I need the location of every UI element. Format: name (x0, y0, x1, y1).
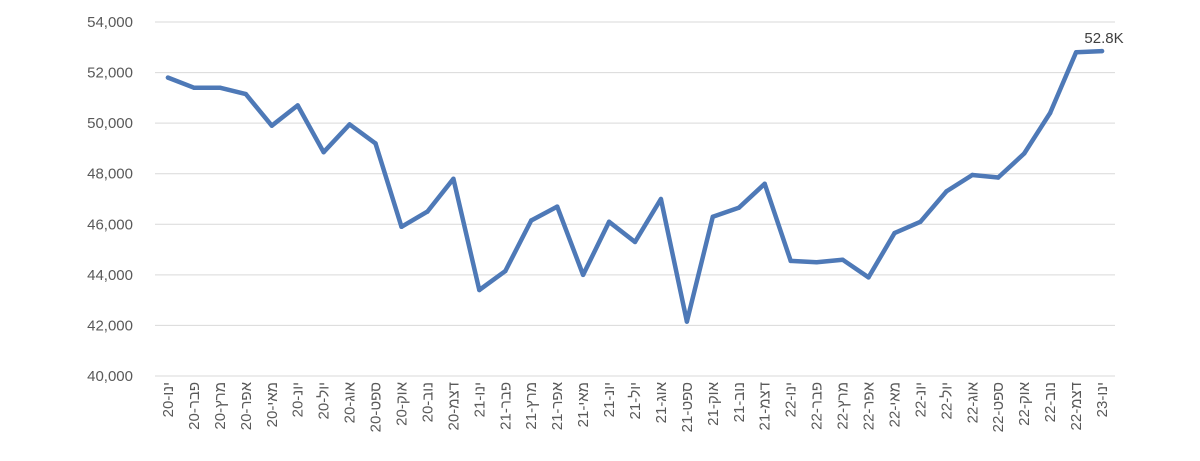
data-point (684, 319, 690, 324)
data-point (1021, 151, 1027, 156)
data-point (788, 258, 793, 264)
data-point (191, 85, 197, 90)
y-tick-label: 54,000 (87, 14, 133, 31)
x-tick-label: ספט-21 (679, 382, 696, 432)
data-point (451, 176, 456, 181)
x-tick-label: ינו-22 (783, 382, 800, 417)
data-point (554, 204, 560, 209)
data-point (762, 181, 767, 187)
data-point (1047, 110, 1053, 116)
x-tick-label: יונ-22 (912, 382, 929, 417)
x-tick-label: יונ-20 (290, 382, 307, 417)
x-tick-label: מרץ-20 (212, 382, 229, 430)
data-point (606, 219, 612, 224)
data-point (1099, 48, 1105, 54)
data-point (373, 141, 378, 146)
data-point (736, 205, 741, 211)
series-layer (165, 48, 1105, 324)
data-point (347, 122, 352, 127)
data-point (295, 103, 300, 108)
x-tick-label: יול-21 (627, 382, 644, 419)
x-tick-label: פבר-20 (186, 382, 203, 430)
y-tick-label: 48,000 (87, 166, 133, 183)
data-point (425, 209, 430, 214)
x-tick-label: מאי-20 (264, 382, 281, 427)
data-point (503, 268, 508, 274)
x-tick-label: אפר-21 (549, 381, 566, 430)
data-point (217, 85, 223, 90)
y-tick-label: 50,000 (87, 115, 133, 132)
data-point (658, 196, 664, 202)
data-point (840, 257, 845, 262)
x-tick-label: ספט-22 (990, 382, 1007, 432)
x-tick-label: ינו-20 (160, 382, 177, 417)
y-tick-label: 46,000 (87, 216, 133, 233)
data-point (477, 287, 482, 293)
x-tick-label: נוב-22 (1042, 382, 1059, 422)
x-tick-label: אוג-22 (964, 381, 981, 423)
series-line (165, 48, 1105, 324)
x-tick-label: דצמ-22 (1068, 382, 1085, 430)
x-tick-label: פבר-22 (809, 382, 826, 430)
data-point (243, 91, 249, 97)
data-point (892, 230, 897, 236)
data-point (944, 189, 949, 194)
x-tick-label: יונ-21 (601, 382, 618, 417)
x-tick-label: יול-22 (938, 382, 955, 419)
x-tick-label: אפר-20 (238, 381, 255, 430)
data-point (269, 123, 274, 128)
x-tick-label: דצמ-21 (757, 382, 774, 430)
x-tick-label: מרץ-21 (523, 382, 540, 430)
x-tick-label: ינו-21 (471, 382, 488, 417)
data-point (970, 172, 975, 178)
x-axis-ticks: ינו-20 פבר-20 מרץ-20 אפר-20 מאי-20 יונ-20 יול-… (160, 381, 1111, 432)
data-point (710, 214, 716, 219)
x-tick-label: אפר-22 (861, 381, 878, 430)
data-point (580, 272, 586, 278)
data-point (399, 224, 404, 230)
x-tick-label: נוב-20 (419, 382, 436, 422)
data-point (321, 150, 326, 155)
x-tick-label: פבר-21 (497, 382, 514, 430)
x-tick-label: נוב-21 (731, 382, 748, 422)
y-tick-label: 52,000 (87, 65, 133, 82)
gridlines (155, 21, 1115, 377)
x-tick-label: אוג-20 (342, 381, 359, 423)
x-tick-label: ספט-20 (368, 382, 385, 432)
x-tick-label: ינו-23 (1094, 382, 1111, 417)
x-tick-label: אוק-21 (705, 381, 722, 425)
data-point (165, 75, 171, 80)
x-tick-label: דצמ-20 (445, 382, 462, 430)
data-point (529, 218, 534, 223)
x-tick-label: מאי-21 (575, 382, 592, 427)
data-point (632, 239, 638, 245)
data-point (996, 175, 1001, 180)
y-tick-label: 40,000 (87, 368, 133, 385)
x-tick-label: מאי-22 (886, 382, 903, 427)
x-tick-label: יול-20 (316, 382, 333, 419)
x-tick-label: אוג-21 (653, 381, 670, 423)
data-point (1073, 50, 1079, 55)
data-point (814, 260, 819, 265)
y-tick-label: 44,000 (87, 267, 133, 284)
data-point (918, 219, 923, 224)
data-label: 52.8K (1084, 30, 1123, 47)
x-tick-label: אוק-22 (1016, 381, 1033, 425)
y-tick-label: 42,000 (87, 317, 133, 334)
y-axis-ticks: 40,000 42,000 44,000 46,000 48,000 50,000 52,0… (87, 14, 133, 385)
x-tick-label: אוק-20 (393, 381, 410, 425)
x-tick-label: מרץ-22 (835, 382, 852, 430)
data-labels: 52.8K (1084, 30, 1123, 47)
data-point (866, 275, 871, 280)
